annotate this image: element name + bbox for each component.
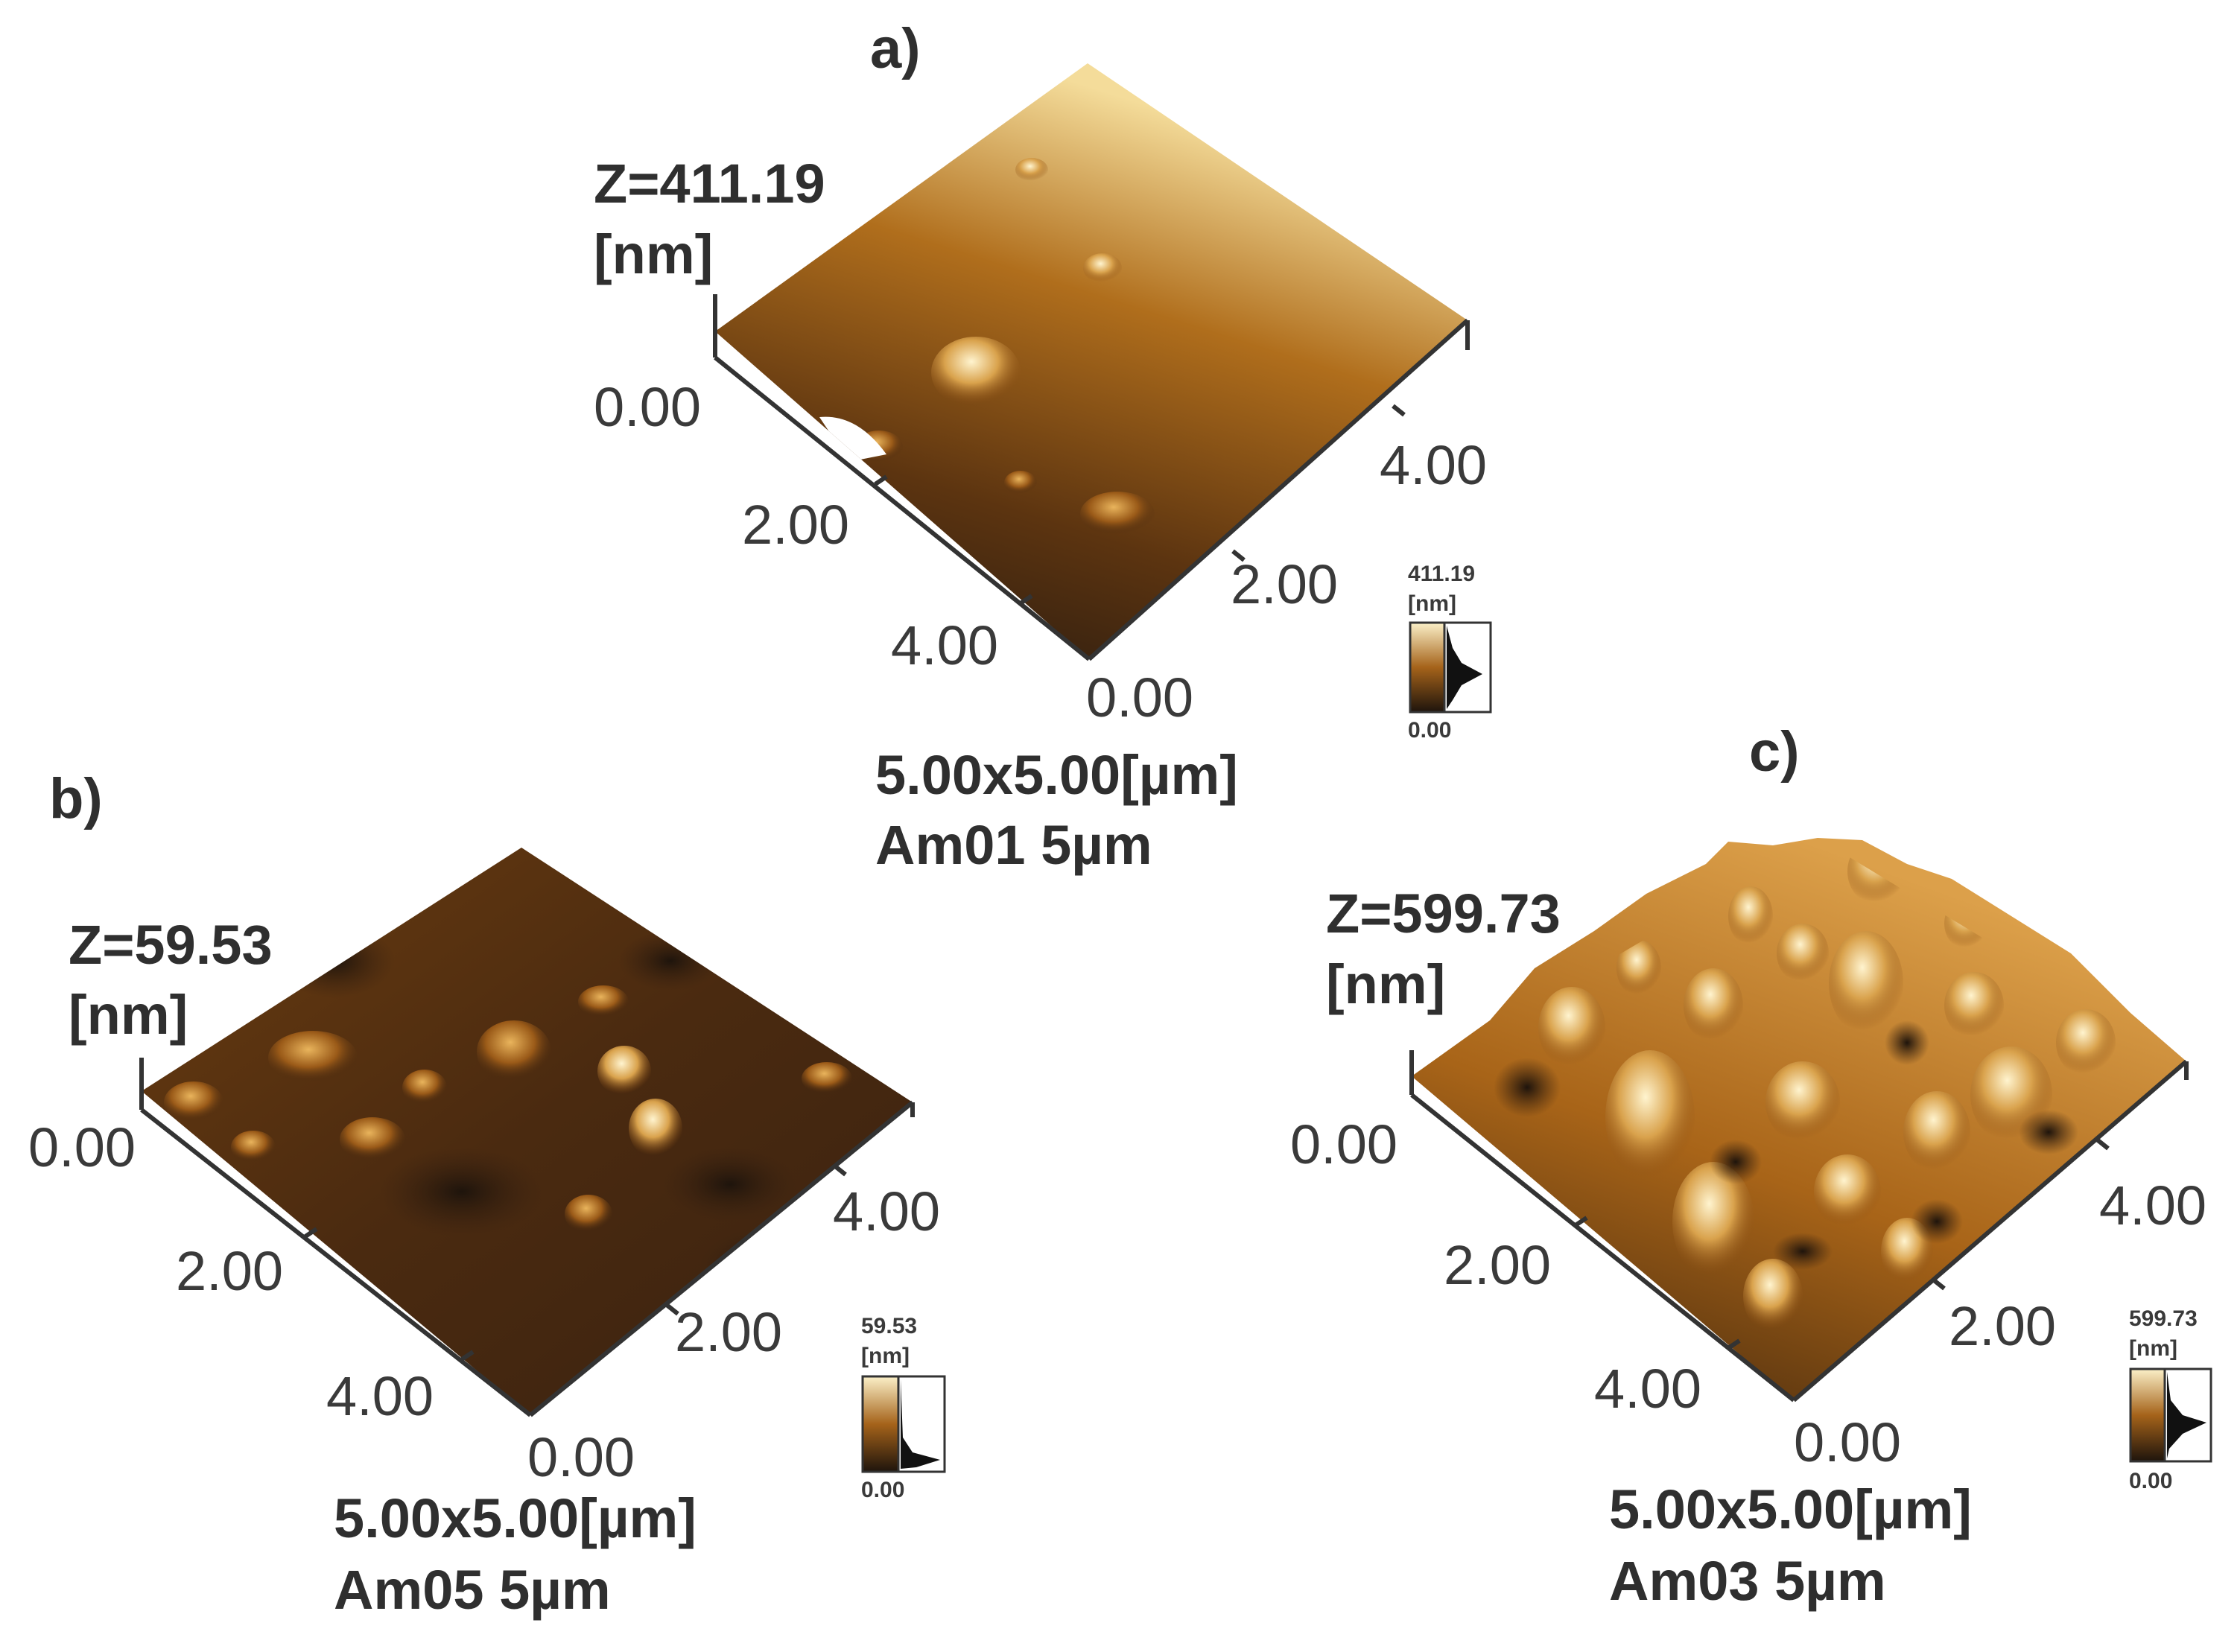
panel-a-scan-size: 5.00x5.00[µm] [875,744,1238,806]
panel-c-left-tick-2: 2.00 [1444,1234,1552,1296]
panel-a-surface [715,63,1468,659]
panel-b-axes [139,1058,915,1417]
panel-a-right-tick-2: 2.00 [1231,553,1339,615]
panel-b-right-tick-2: 2.00 [675,1301,783,1363]
panel-b-colorbar-min: 0.00 [861,1478,905,1502]
panel-c-z-max: Z=599.73 [1326,883,1561,944]
panel-c-label: c) [1749,720,1800,784]
panel-a-colorbar-unit: [nm] [1408,591,1456,616]
panel-b-z-unit: [nm] [69,984,188,1046]
panel-c-sample: Am03 5µm [1609,1550,1886,1612]
panel-b-right-tick-0: 0.00 [527,1426,635,1488]
panel-a-z-origin: 0.00 [594,376,702,438]
panel-a-label: a) [870,17,921,80]
panel-a-z-max: Z=411.19 [594,153,825,215]
panel-b-z-max: Z=59.53 [69,914,273,976]
panel-c-colorbar [2129,1367,2212,1463]
panel-c-colorbar-max: 599.73 [2129,1306,2198,1331]
panel-b-z-origin: 0.00 [28,1116,136,1178]
panel-c-colorbar-min: 0.00 [2129,1469,2173,1493]
panel-b-scan-size: 5.00x5.00[µm] [334,1487,697,1549]
panel-a-left-tick-2: 2.00 [742,494,850,556]
panel-a-right-tick-4: 4.00 [1380,434,1488,496]
panel-a-sample: Am01 5µm [875,814,1152,876]
panel-b-left-tick-4: 4.00 [326,1365,434,1427]
panel-a-right-tick-0: 0.00 [1086,667,1194,728]
panel-c-right-tick-2: 2.00 [1949,1295,2057,1357]
panel-a-z-unit: [nm] [594,223,714,285]
panel-c-axes [1409,1050,2189,1402]
panel-c-z-origin: 0.00 [1290,1113,1398,1175]
panel-b-colorbar [861,1375,946,1473]
panel-c-right-tick-0: 0.00 [1794,1411,1902,1473]
panel-c-surface [1412,838,2186,1400]
panel-b-sample: Am05 5µm [334,1559,611,1621]
panel-a-axes [713,294,1470,661]
panel-c-z-unit: [nm] [1326,953,1446,1015]
panel-b-right-tick-4: 4.00 [833,1181,941,1242]
panel-c-left-tick-4: 4.00 [1594,1358,1702,1420]
panel-a-left-tick-4: 4.00 [891,614,999,676]
panel-c-right-tick-4: 4.00 [2099,1175,2207,1236]
panel-b-left-tick-2: 2.00 [176,1240,284,1302]
panel-b-colorbar-max: 59.53 [861,1314,918,1338]
panel-c-scan-size: 5.00x5.00[µm] [1609,1478,1972,1540]
panel-a-colorbar-min: 0.00 [1408,718,1452,743]
panel-a-colorbar [1409,621,1492,714]
panel-b-colorbar-unit: [nm] [861,1344,910,1368]
panel-a-colorbar-max: 411.19 [1408,562,1476,586]
panel-c-colorbar-unit: [nm] [2129,1336,2177,1361]
panel-b-label: b) [49,767,103,830]
